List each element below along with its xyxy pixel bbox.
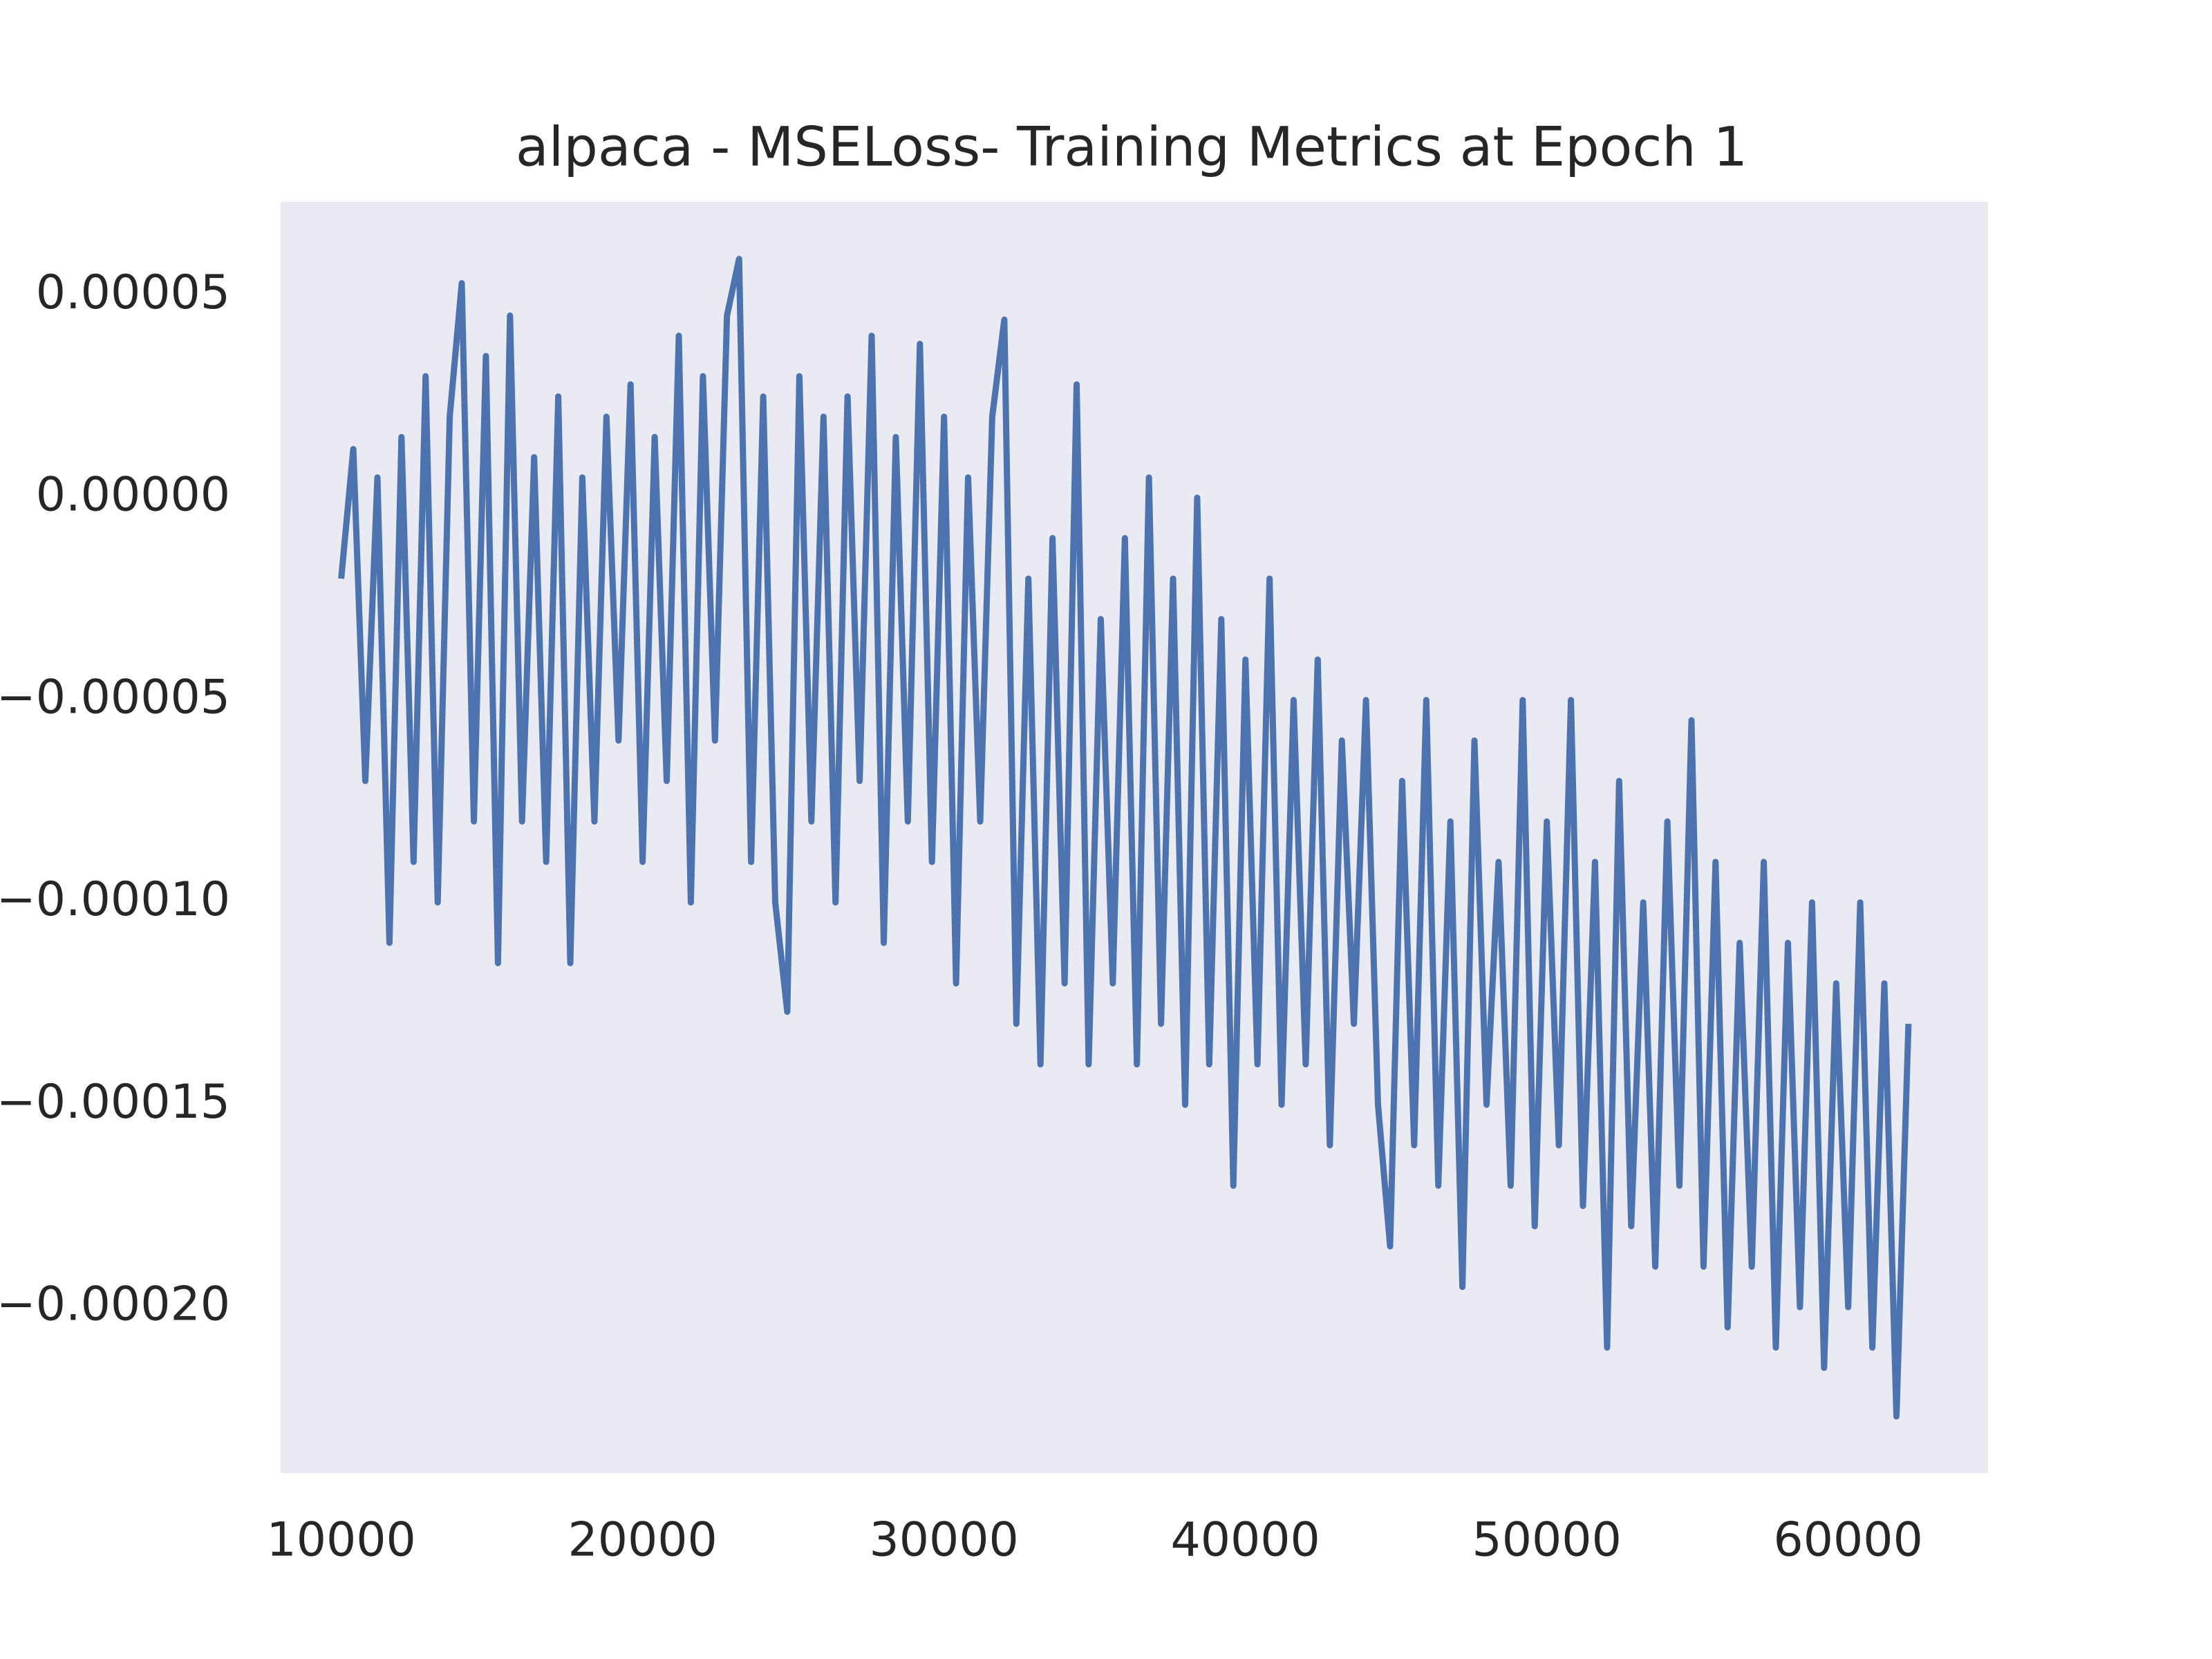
x-tick-label: 40000 [1171, 1513, 1320, 1568]
x-tick-label: 60000 [1774, 1513, 1923, 1568]
chart-title: alpaca - MSELoss- Training Metrics at Ep… [516, 116, 1747, 178]
x-tick-label: 30000 [869, 1513, 1018, 1568]
y-tick-label: 0.00005 [36, 265, 230, 320]
y-tick-label: −0.00010 [0, 872, 230, 927]
x-tick-label: 50000 [1472, 1513, 1622, 1568]
y-tick-label: −0.00005 [0, 670, 230, 724]
y-tick-label: 0.00000 [36, 468, 230, 523]
x-tick-label: 10000 [266, 1513, 415, 1568]
y-tick-label: −0.00015 [0, 1075, 230, 1130]
line-series [338, 256, 1912, 1420]
y-tick-label: −0.00020 [0, 1277, 230, 1331]
x-tick-label: 20000 [568, 1513, 717, 1568]
